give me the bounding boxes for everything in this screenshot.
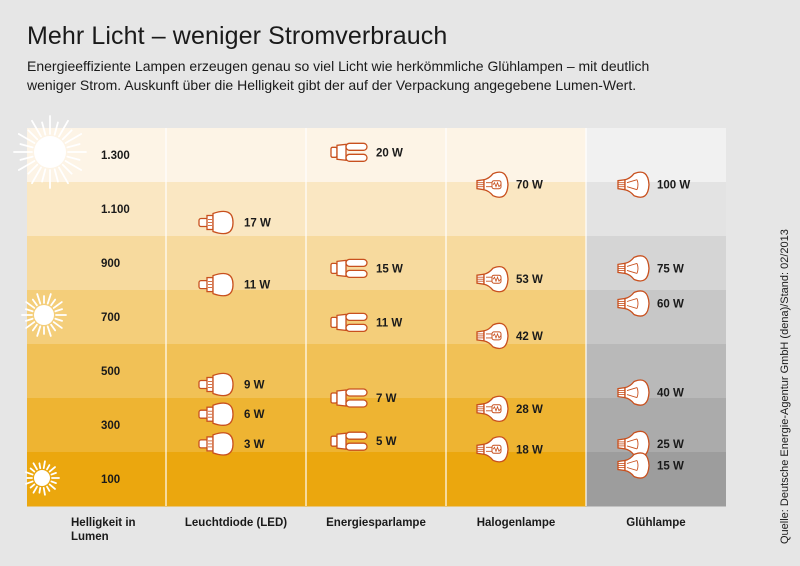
wattage-label: 17 W [244, 218, 271, 230]
halogen-bulb-icon [476, 436, 509, 463]
column-label-lumen: Helligkeit in Lumen [71, 517, 136, 543]
lumen-tick-label: 900 [101, 258, 120, 270]
wattage-label: 100 W [657, 180, 690, 192]
wattage-label: 11 W [376, 317, 402, 329]
series-led-bulb: 17 W 11 W 9 W 6 W 3 W [198, 210, 271, 456]
led-bulb-icon [198, 402, 234, 426]
wattage-label: 60 W [657, 299, 684, 311]
wattage-label: 3 W [244, 439, 265, 451]
chart-title: Mehr Licht – weniger Stromverbrauch [27, 22, 448, 50]
series-halogen-bulb: 70 W 53 W 42 W 28 W 18 W [476, 171, 543, 463]
lumen-tick-label: 700 [101, 312, 120, 324]
chart-subtitle-line-1: Energieeffiziente Lampen erzeugen genau … [27, 58, 650, 74]
wattage-label: 75 W [657, 263, 684, 275]
gray-band-1.300 [586, 128, 726, 183]
incandescent-bulb-icon [617, 379, 650, 406]
incandescent-bulb-icon [617, 171, 650, 198]
column-label-1: Leuchtdiode (LED) [185, 517, 287, 529]
series-cfl-bulb: 20 W 15 W 11 W 7 W 5 W [330, 142, 403, 451]
sun-small-icon [25, 460, 60, 496]
column-label-3: Halogenlampe [477, 517, 556, 529]
wattage-label: 20 W [376, 147, 403, 159]
lumen-tick-label: 1.100 [101, 204, 130, 216]
wattage-label: 25 W [657, 439, 684, 451]
cfl-bulb-icon [330, 431, 368, 451]
cfl-bulb-icon [330, 142, 368, 162]
gray-band-300 [586, 398, 726, 453]
wattage-label: 28 W [516, 404, 543, 416]
halogen-bulb-icon [476, 395, 509, 423]
wattage-label: 18 W [516, 444, 543, 456]
led-bulb-icon [198, 272, 234, 297]
wattage-label: 6 W [244, 409, 265, 421]
gray-band-500 [586, 344, 726, 399]
column-label-4: Glühlampe [626, 517, 685, 529]
led-bulb-icon [198, 432, 234, 456]
wattage-label: 70 W [516, 180, 543, 192]
wattage-label: 15 W [376, 263, 403, 275]
cfl-bulb-icon [330, 258, 368, 279]
wattage-label: 9 W [244, 380, 265, 392]
incandescent-bulb-icon [617, 452, 650, 479]
halogen-bulb-icon [476, 322, 509, 350]
column-label-2: Energiesparlampe [326, 517, 426, 529]
led-bulb-icon [198, 210, 234, 235]
wattage-label: 53 W [516, 274, 543, 286]
sun-medium-icon [21, 293, 67, 337]
gray-band-900 [586, 236, 726, 291]
wattage-label: 11 W [244, 280, 270, 292]
series-incandescent-bulb: 100 W 75 W 60 W 40 W 25 W 15 W [617, 171, 690, 479]
wattage-label: 7 W [376, 393, 397, 405]
wattage-label: 40 W [657, 388, 684, 400]
cfl-bulb-icon [330, 312, 368, 333]
wattage-label: 5 W [376, 436, 397, 448]
chart-subtitle-line-2: weniger Strom. Auskunft über die Helligk… [27, 77, 637, 93]
lumen-tick-label: 500 [101, 366, 120, 378]
incandescent-bulb-icon [617, 430, 650, 458]
led-bulb-icon [198, 372, 234, 397]
lumen-tick-label: 300 [101, 420, 120, 432]
sun-large-icon [13, 115, 87, 189]
gray-band-1.100 [586, 182, 726, 237]
wattage-label: 15 W [657, 461, 684, 473]
incandescent-bulb-icon [617, 290, 650, 317]
incandescent-bulb-icon [617, 255, 650, 282]
halogen-bulb-icon [476, 265, 509, 293]
cfl-bulb-icon [330, 388, 368, 408]
lumen-tick-label: 100 [101, 474, 120, 486]
gray-band-100 [586, 452, 726, 507]
gray-band-700 [586, 290, 726, 345]
halogen-bulb-icon [476, 171, 509, 198]
wattage-label: 42 W [516, 331, 543, 343]
lumen-tick-label: 1.300 [101, 150, 130, 162]
